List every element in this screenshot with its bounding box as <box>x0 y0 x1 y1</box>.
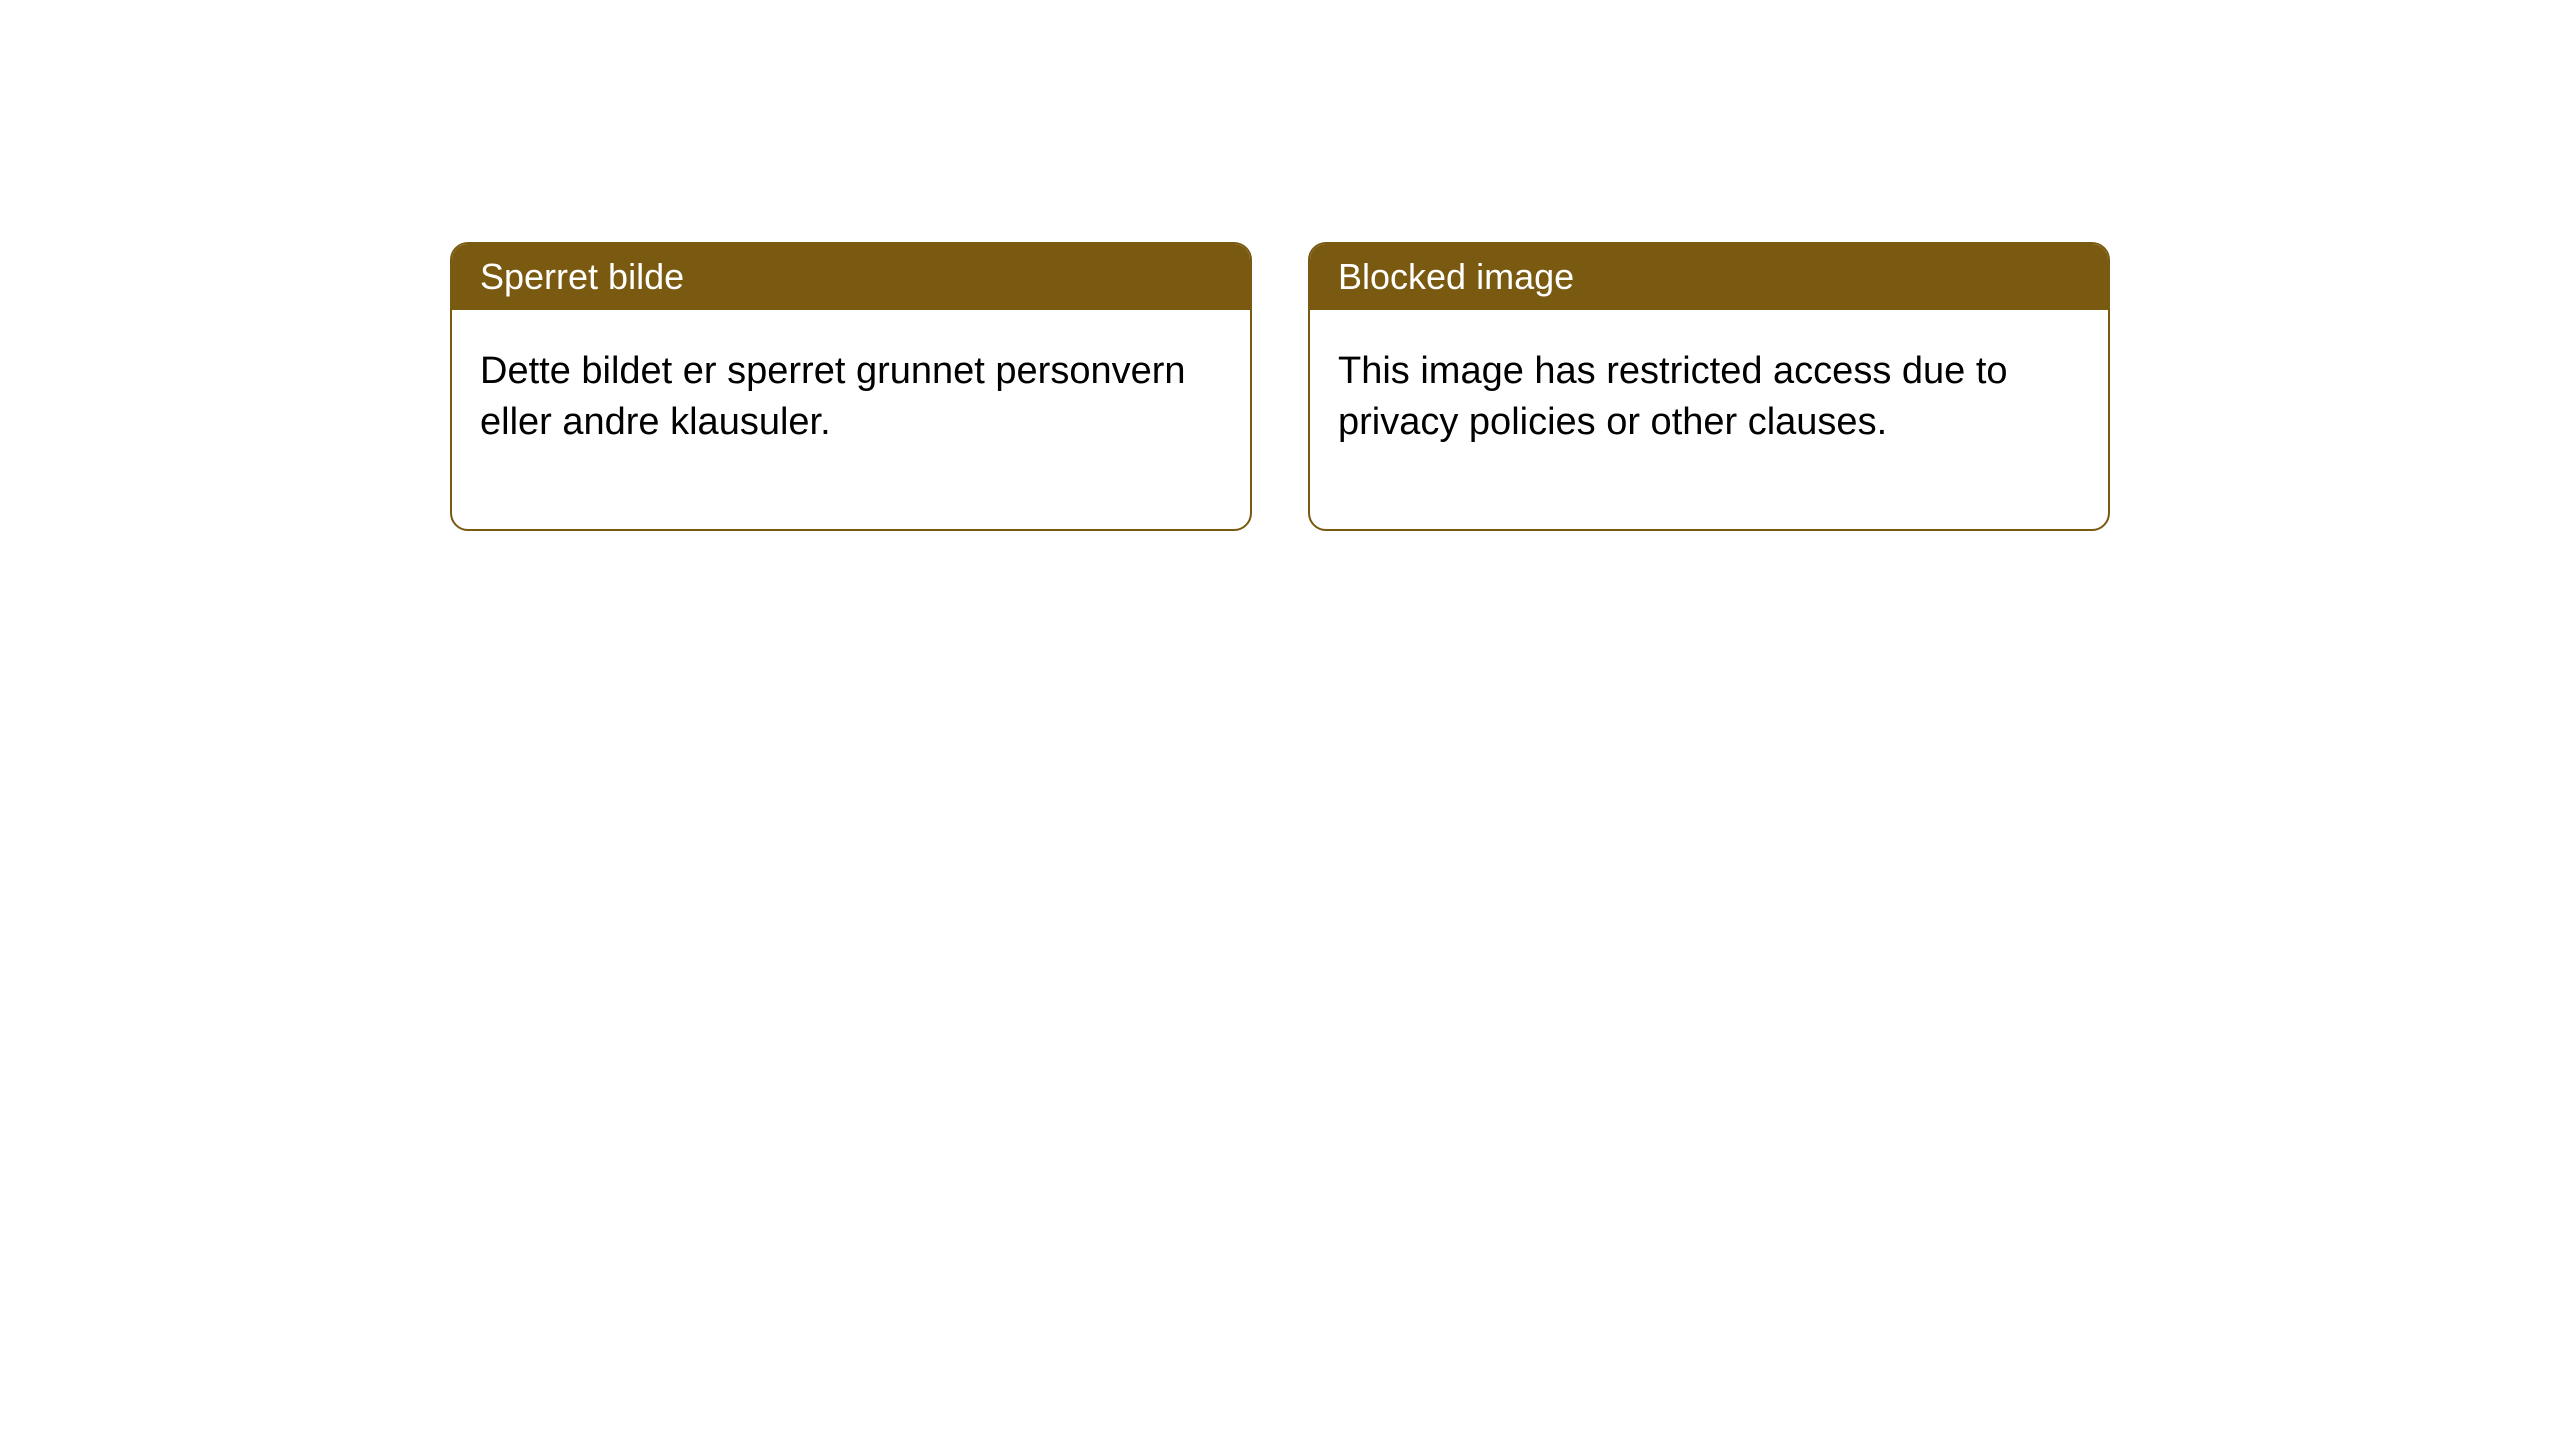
notice-card-title: Sperret bilde <box>452 244 1250 310</box>
notice-card-english: Blocked image This image has restricted … <box>1308 242 2110 531</box>
notice-card-title: Blocked image <box>1310 244 2108 310</box>
notice-card-body: This image has restricted access due to … <box>1310 310 2108 529</box>
notice-card-body: Dette bildet er sperret grunnet personve… <box>452 310 1250 529</box>
notice-card-norwegian: Sperret bilde Dette bildet er sperret gr… <box>450 242 1252 531</box>
notice-cards-container: Sperret bilde Dette bildet er sperret gr… <box>450 242 2110 531</box>
